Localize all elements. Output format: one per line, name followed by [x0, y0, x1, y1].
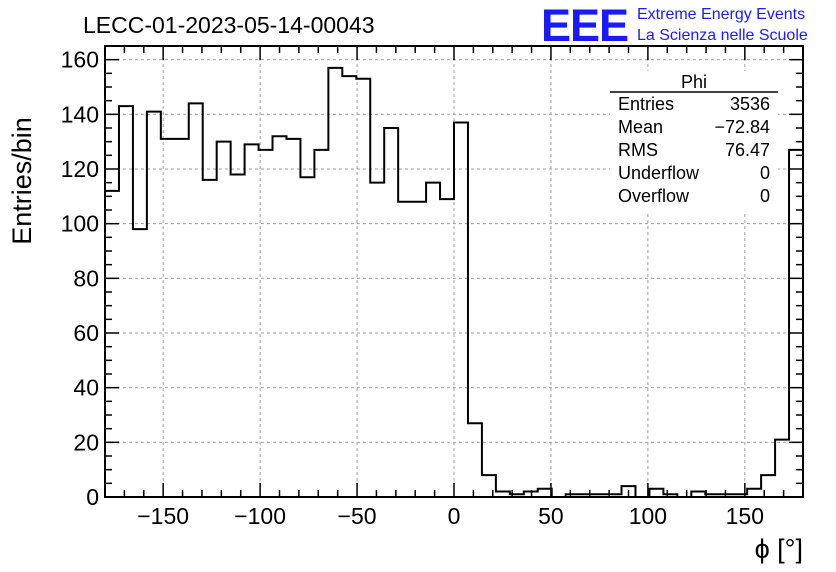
stats-row-mean: Mean −72.84: [618, 117, 770, 137]
histogram-bin-24: [440, 199, 454, 497]
stats-box: Phi Entries 3536 Mean −72.84 RMS 76.47 Underfl…: [610, 71, 778, 211]
histogram-bin-21: [398, 202, 412, 497]
y-tick-label-0: 0: [86, 484, 99, 510]
histogram-bin-19: [370, 183, 384, 497]
y-tick-label-2: 40: [73, 375, 99, 401]
histogram-bin-11: [259, 150, 273, 497]
histogram-bin-26: [468, 423, 482, 497]
y-tick-label-4: 80: [73, 265, 99, 291]
stats-value: 0: [760, 186, 770, 206]
histogram-bin-18: [356, 79, 370, 497]
y-tick-label-8: 160: [61, 47, 99, 73]
stats-value: 3536: [730, 94, 770, 114]
histogram-bin-8: [217, 142, 231, 497]
histogram-bin-7: [203, 180, 217, 497]
stats-row-entries: Entries 3536: [618, 94, 770, 114]
histogram-bin-47: [761, 475, 775, 497]
histogram-bin-1: [119, 106, 133, 497]
stats-label: Entries: [618, 94, 674, 114]
x-tick-label-2: −50: [338, 503, 377, 529]
stats-value: −72.84: [714, 117, 770, 137]
y-tick-label-7: 140: [61, 101, 99, 127]
stats-label: RMS: [618, 140, 658, 160]
histogram-bin-2: [133, 229, 147, 497]
histogram-bin-6: [189, 103, 203, 497]
logo-line-2: La Scienza nelle Scuole: [637, 27, 808, 44]
stats-row-underflow: Underflow 0: [618, 163, 770, 183]
stats-row-rms: RMS 76.47: [618, 140, 770, 160]
stats-label: Mean: [618, 117, 663, 137]
histogram-bin-5: [175, 139, 189, 497]
x-axis-ticks: −150 −100 −50 0 50 100 150: [104, 46, 804, 529]
histogram-bin-9: [231, 174, 245, 497]
histogram-bin-14: [300, 177, 314, 497]
y-tick-label-5: 100: [61, 211, 99, 237]
histogram-bin-13: [286, 139, 300, 497]
stats-label: Overflow: [618, 186, 690, 206]
chart-title: LECC-01-2023-05-14-00043: [83, 12, 375, 38]
logo-letters: EEE: [541, 0, 628, 51]
histogram-bin-17: [342, 76, 356, 497]
y-tick-label-3: 60: [73, 320, 99, 346]
x-tick-label-0: −150: [137, 503, 189, 529]
histogram-bin-27: [482, 475, 496, 497]
histogram-bin-46: [747, 489, 761, 497]
logo-line-1: Extreme Energy Events: [637, 6, 805, 23]
x-tick-label-5: 100: [629, 503, 667, 529]
y-tick-label-1: 20: [73, 429, 99, 455]
stats-label: Underflow: [618, 163, 700, 183]
y-tick-label-6: 120: [61, 156, 99, 182]
y-axis-title: Entries/bin: [7, 117, 37, 245]
histogram-bin-16: [328, 68, 342, 497]
histogram-bin-31: [538, 489, 552, 497]
histogram-bin-15: [314, 150, 328, 497]
x-axis-title: ϕ [°]: [755, 534, 803, 564]
histogram-bin-22: [412, 202, 426, 497]
histogram-bin-39: [649, 489, 663, 497]
histogram-bin-49: [789, 150, 803, 497]
stats-value: 0: [760, 163, 770, 183]
histogram-bin-23: [426, 183, 440, 497]
x-tick-label-4: 50: [538, 503, 564, 529]
histogram-bin-48: [775, 440, 789, 497]
stats-box-background: [610, 71, 778, 211]
x-tick-label-3: 0: [448, 503, 461, 529]
histogram-bin-20: [384, 128, 398, 497]
eee-logo: EEE Extreme Energy Events La Scienza nel…: [541, 0, 808, 51]
stats-value: 76.47: [725, 140, 770, 160]
histogram-bin-12: [273, 136, 287, 497]
stats-name: Phi: [681, 72, 707, 92]
histogram-bin-25: [454, 123, 468, 497]
stats-row-overflow: Overflow 0: [618, 186, 770, 206]
histogram-bin-10: [245, 144, 259, 497]
x-tick-label-6: 150: [726, 503, 764, 529]
x-tick-label-1: −100: [234, 503, 286, 529]
y-axis-ticks: 0 20 40 60 80 100 120 140 160: [61, 45, 803, 510]
